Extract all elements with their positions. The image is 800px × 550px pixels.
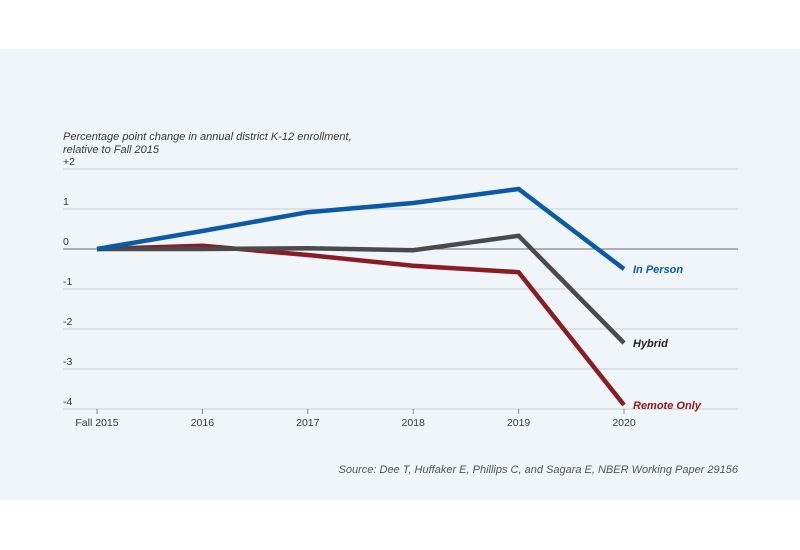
chart-panel [0,49,800,500]
series-line-in-person [96,186,626,271]
y-tick-label: 0 [63,236,69,248]
x-tick-label: 2016 [191,417,215,429]
y-tick-labels: +2 1 0 -1 -2 -3 -4 [63,156,75,408]
y-tick-label: -3 [63,356,72,368]
y-tick-label: +2 [63,156,75,168]
series-line-hybrid [97,233,626,345]
series-lines [96,186,626,407]
source-note: Source: Dee T, Huffaker E, Phillips C, a… [339,464,739,476]
y-tick-label: -1 [63,276,72,288]
series-label-hybrid: Hybrid [633,338,668,350]
series-label-remote-only: Remote Only [633,400,702,412]
x-tick-label: 2019 [507,417,531,429]
x-tick-label: 2020 [612,417,636,429]
y-tick-label: -4 [63,396,72,408]
x-tick-label: 2018 [402,417,426,429]
y-tick-label: 1 [63,196,69,208]
series-line-remote-only [96,243,626,407]
x-tick-label: Fall 2015 [75,417,118,429]
x-tick-label: 2017 [296,417,320,429]
y-axis-label-line1: Percentage point change in annual distri… [63,131,352,143]
series-labels: In Person Hybrid Remote Only [633,264,702,412]
series-label-in-person: In Person [633,264,683,276]
y-tick-label: -2 [63,316,72,328]
x-axis: Fall 2015 2016 2017 2018 2019 2020 [75,409,636,429]
y-axis-label-line2: relative to Fall 2015 [63,144,160,156]
